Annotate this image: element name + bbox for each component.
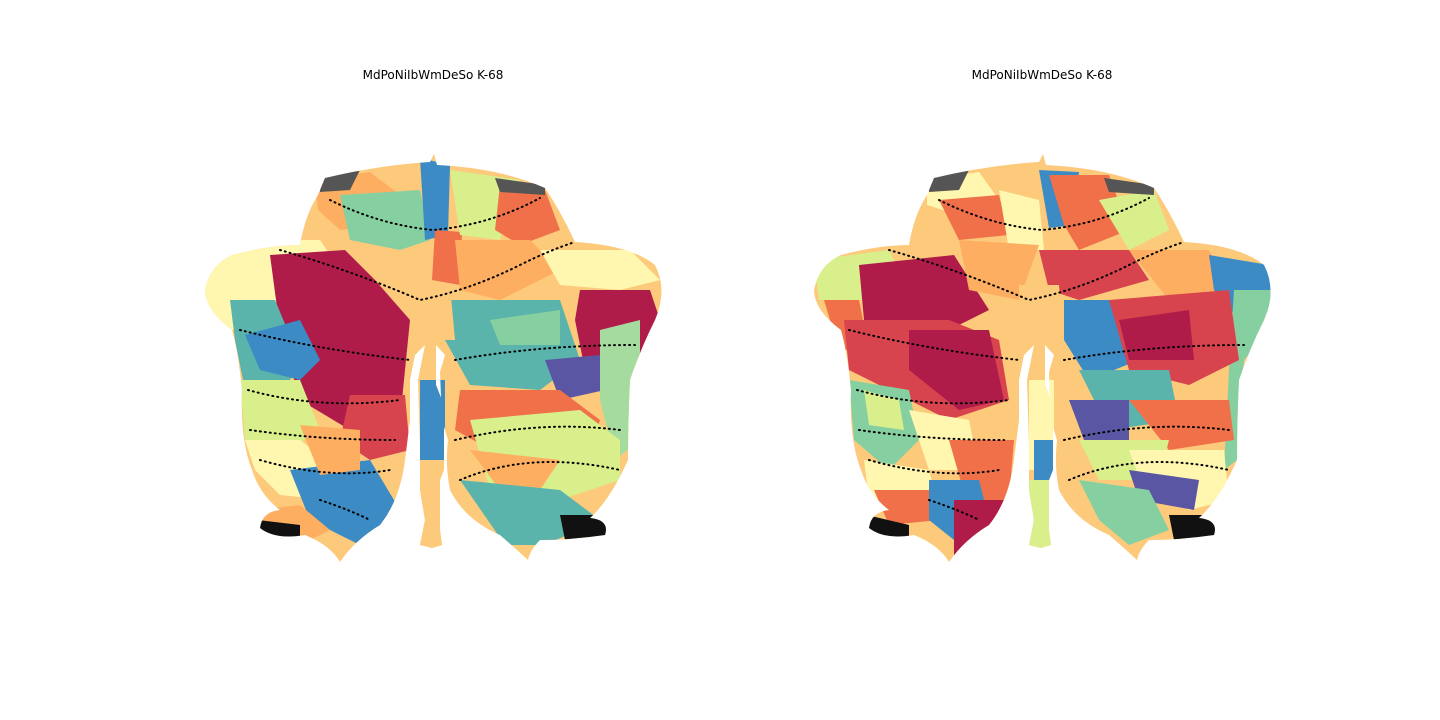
flatmap-panel-right: MdPoNiIbWmDeSo K-68 — [609, 0, 1329, 720]
panel-title: MdPoNiIbWmDeSo K-68 — [362, 68, 504, 82]
flatmap-panel-left: MdPoNiIbWmDeSo K-68 — [205, 68, 662, 562]
parcellation-regions — [814, 154, 1271, 562]
lobule-boundaries — [848, 197, 1245, 521]
cerebellar-flatmap-right — [814, 154, 1271, 562]
lobule-boundaries — [239, 197, 636, 521]
panel-title: MdPoNiIbWmDeSo K-68 — [971, 68, 1113, 82]
cerebellar-flatmap-left — [205, 154, 662, 562]
parcellation-regions — [205, 154, 662, 562]
